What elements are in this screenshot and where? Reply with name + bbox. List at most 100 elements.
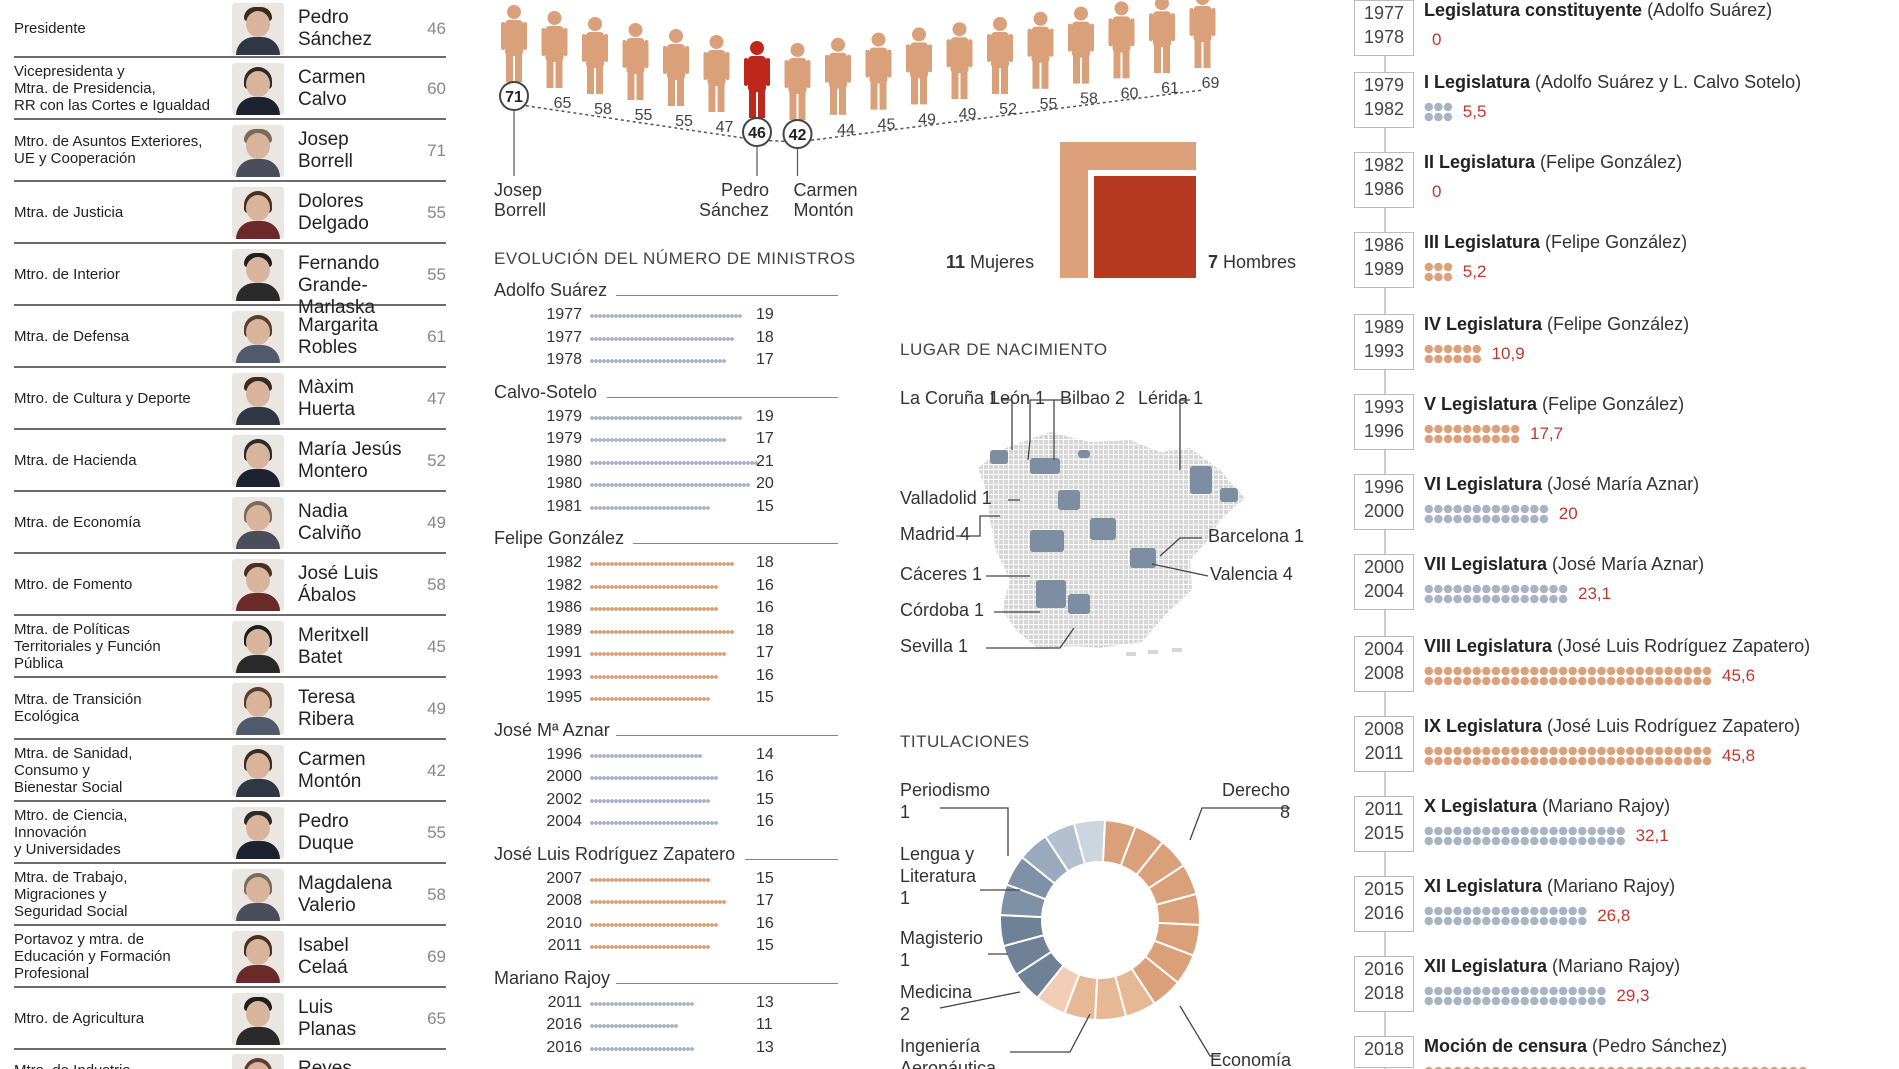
age-value: 71: [505, 89, 523, 106]
minister-face: [246, 691, 270, 717]
legislature-leader: (Mariano Rajoy): [1542, 876, 1676, 896]
birth-region: [1078, 450, 1090, 458]
birth-region: [1036, 580, 1066, 608]
minister-name: ReyesMaroto: [298, 1058, 352, 1069]
ministers-bar: [590, 628, 734, 635]
minister-role-text: Mtra. de Defensa: [14, 327, 130, 345]
legislature-name: X Legislatura: [1424, 796, 1538, 816]
ministers-bar: [590, 437, 726, 443]
ministers-count: 16: [756, 576, 774, 594]
legislature-title: VI Legislatura (José María Aznar): [1424, 474, 1699, 495]
degrees-title: TITULACIONES: [900, 732, 1030, 751]
minister-figure: 45: [865, 32, 896, 134]
minister-body: [236, 159, 280, 177]
degree-label: Medicina 2: [900, 982, 973, 1024]
ministers-count: 18: [756, 554, 774, 571]
evolution-year: 2011: [547, 993, 582, 1011]
legislature-years: 2000 2004: [1354, 554, 1414, 610]
minister-photo: [232, 63, 284, 115]
minister-face: [246, 133, 270, 159]
degree-label: Ingeniería Aeronáutica: [900, 1036, 997, 1069]
legislature-leader: (Mariano Rajoy): [1547, 956, 1681, 976]
evolution-year: 1982: [546, 554, 582, 571]
birth-region: [1190, 466, 1212, 494]
women-percentage: 0: [1432, 182, 1442, 201]
ministers-count: 13: [756, 993, 774, 1011]
age-value: 47: [716, 119, 734, 136]
ministers-count: 17: [756, 892, 774, 909]
minister-figure: 55: [663, 29, 693, 130]
minister-body: [236, 717, 280, 735]
minister-name: María Jesús Montero: [298, 439, 402, 482]
legislature-leader: (José Luis Rodríguez Zapatero): [1542, 716, 1801, 736]
minister-photo: [232, 249, 284, 301]
minister-role: Mtro. de Cultura y Deporte: [14, 368, 226, 428]
women-percentage: 45,8: [1722, 746, 1756, 765]
ministers-count: 13: [756, 1038, 774, 1056]
minister-role: Presidente: [14, 0, 226, 56]
age-value: 61: [1161, 80, 1179, 97]
minister-role: Mtra. de Políticas Territoriales y Funció…: [14, 616, 226, 676]
government-rule: [607, 396, 838, 398]
birth-region: [1130, 548, 1156, 568]
ministers-count: 11: [756, 1016, 773, 1033]
men-square: [1088, 170, 1196, 278]
women-label: 11 Mujeres: [946, 252, 1035, 272]
ministers-bar: [590, 414, 742, 421]
legislature-leader: (Pedro Sánchez): [1587, 1036, 1728, 1056]
evolution-year: 2010: [546, 914, 582, 932]
age-value: 55: [635, 107, 653, 124]
minister-photo: [232, 621, 284, 673]
minister-row: Mtra. de Economía Nadia Calviño 49: [14, 492, 446, 554]
minister-role-text: Mtra. de Trabajo, Migraciones y Seguridad …: [14, 868, 128, 920]
women-percentage-dots: [1424, 102, 1453, 122]
evolution-year: 2004: [546, 813, 582, 830]
legislature-leader: (José Luis Rodríguez Zapatero): [1552, 636, 1811, 656]
ministers-count: 20: [756, 475, 774, 492]
ministers-bar: [590, 459, 758, 466]
minister-body: [236, 345, 280, 363]
age-value: 55: [1040, 96, 1058, 113]
government-name: Adolfo Suárez: [494, 280, 608, 300]
ministers-bar: [590, 1045, 694, 1052]
women-percentage-dots: [1424, 504, 1549, 524]
minister-name: Carmen Calvo: [298, 67, 366, 110]
minister-age: 55: [427, 265, 446, 284]
government-name: Calvo-Sotelo: [494, 381, 598, 402]
minister-role-text: Mtra. de Industria,Comercio y Turismo: [14, 1062, 147, 1069]
figure-label: Carmen Montón: [794, 180, 858, 220]
birth-region: [1068, 594, 1090, 614]
minister-role: Portavoz y mtra. de Educación y Formación…: [14, 926, 226, 986]
birthplace-label: Barcelona 1: [1208, 526, 1304, 546]
legislature-leader: (José María Aznar): [1547, 554, 1705, 574]
minister-photo: [232, 683, 284, 735]
minister-row: Presidente Pedro Sánchez 46: [14, 0, 446, 58]
legislature-years: 1977 1978: [1354, 0, 1414, 56]
minister-row: Mtra. de Justicia Dolores Delgado 55: [14, 182, 446, 244]
minister-role-text: Mtra. de Economía: [14, 513, 141, 531]
minister-row: Mtro. de Ciencia, Innovación y Universidad…: [14, 802, 446, 864]
minister-row: Mtra. de Defensa Margarita Robles 61: [14, 306, 446, 368]
legislature-name: V Legislatura: [1424, 394, 1538, 414]
birth-region: [1030, 530, 1064, 552]
women-percentage-dots: [1424, 424, 1520, 444]
minister-body: [236, 779, 280, 797]
minister-age: 45: [427, 637, 446, 656]
evolution-year: 1980: [546, 452, 582, 470]
minister-figure: 46: [742, 41, 772, 147]
ages-chart: 71 65 58 55 55 47 46 42 44 45 49 49 52 55 58 60 61 69 Jose…: [494, 0, 1220, 220]
birth-region: [990, 450, 1008, 464]
minister-role: Mtra. de Transición Ecológica: [14, 678, 226, 738]
minister-role-text: Mtro. de Agricultura: [14, 1009, 145, 1027]
minister-name: Isabel Celaá: [298, 935, 349, 978]
minister-face: [246, 381, 270, 407]
minister-row: Mtra. de Industria,Comercio y Turismo Rey…: [14, 1050, 446, 1069]
minister-photo: [232, 3, 284, 55]
ministers-count: 19: [756, 306, 774, 323]
minister-face: [246, 1062, 270, 1069]
minister-figure: 58: [582, 17, 612, 118]
minister-figure: 44: [825, 37, 855, 139]
minister-role-text: Mtra. de Transición Ecológica: [14, 691, 142, 725]
minister-role: Mtro. de Interior: [14, 244, 226, 304]
women-percentage: 17,7: [1530, 424, 1564, 443]
